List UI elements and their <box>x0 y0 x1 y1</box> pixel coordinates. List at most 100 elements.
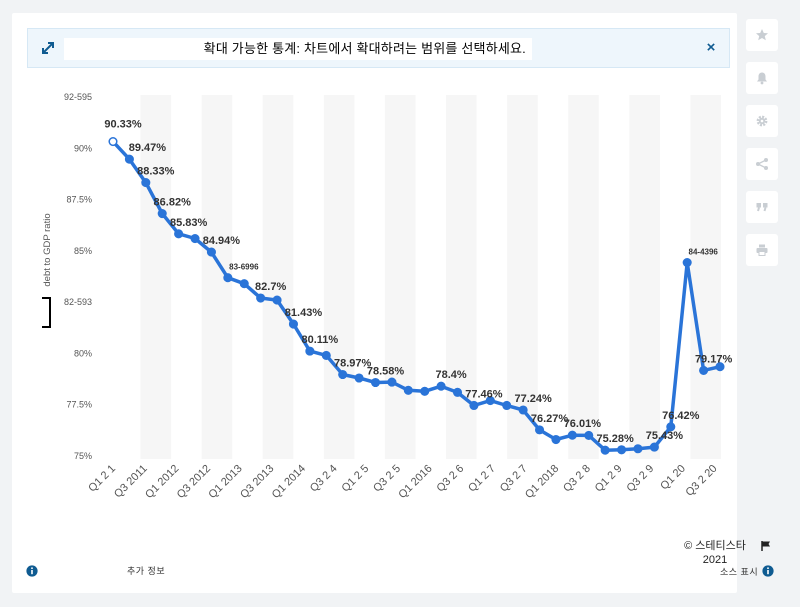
data-point <box>403 385 413 395</box>
data-labels: 90.33% 89.47% 88.33% 86.82% 85.83% 84.94% 83-6… <box>104 119 732 446</box>
data-label: 83-6996 <box>229 263 259 272</box>
x-tick-label: Q3 2 4 <box>308 463 340 495</box>
data-label: 77.24% <box>514 393 552 405</box>
data-point <box>715 362 725 372</box>
data-point <box>288 319 299 329</box>
data-point <box>305 346 315 356</box>
copyright-text: © 스테티스타 <box>684 540 746 552</box>
data-point <box>649 442 659 452</box>
data-point <box>617 445 627 455</box>
data-label: 84-4396 <box>689 248 719 257</box>
chart-bands <box>140 95 721 459</box>
gear-icon <box>756 115 768 127</box>
x-tick-label: Q1 2018 <box>523 463 561 501</box>
data-label: 90.33% <box>104 119 142 131</box>
data-label: 76.27% <box>531 413 569 425</box>
quote-icon <box>756 203 768 212</box>
copyright-year: 2021 <box>702 554 728 566</box>
more-info-link[interactable]: 추가 정보 <box>127 566 166 576</box>
data-label: 78.97% <box>334 358 372 370</box>
data-point <box>223 273 233 283</box>
data-point <box>452 387 463 397</box>
data-point <box>600 445 610 455</box>
data-label: 76.01% <box>564 418 602 430</box>
x-tick-label: Q1 2 9 <box>593 463 625 495</box>
show-source-link[interactable]: 소스 표시 <box>720 567 759 577</box>
x-tick-label: Q1 2014 <box>270 463 308 501</box>
y-tick-label: 90% <box>74 143 92 153</box>
data-point <box>518 405 528 415</box>
cite-button[interactable] <box>746 191 778 223</box>
data-point <box>387 377 397 387</box>
zoom-banner: 확대 가능한 통계: 차트에서 확대하려는 범위를 선택하세요. × <box>27 28 730 68</box>
data-point <box>370 377 381 388</box>
data-point <box>141 178 151 188</box>
chart-band <box>690 95 721 459</box>
chart-band <box>568 95 599 459</box>
data-label: 79.17% <box>695 353 733 365</box>
bell-icon <box>757 72 767 85</box>
y-tick-label: 92-595 <box>64 92 92 102</box>
data-point <box>485 396 495 406</box>
data-label: 86.82% <box>154 197 192 209</box>
data-point <box>584 430 594 440</box>
chart-card <box>12 13 737 593</box>
alert-button[interactable] <box>746 62 778 94</box>
data-point <box>551 434 561 445</box>
x-tick-label: Q1 20 <box>658 463 688 493</box>
data-point <box>157 208 167 219</box>
data-label: 76.42% <box>662 410 700 422</box>
chart-band <box>262 95 294 459</box>
data-point <box>469 400 479 411</box>
data-point <box>239 279 249 289</box>
x-tick-label: Q1 2013 <box>206 463 244 501</box>
data-point <box>436 381 446 391</box>
x-tick-label: Q1 2016 <box>396 463 434 501</box>
y-tick-label: 75% <box>74 451 92 461</box>
x-tick-label: Q3 2 20 <box>683 463 719 499</box>
data-point <box>699 365 709 375</box>
data-point <box>321 350 331 360</box>
data-point <box>682 257 692 268</box>
print-icon <box>756 244 768 256</box>
chart-band <box>384 95 416 459</box>
x-tick-label: Q3 2013 <box>238 463 276 501</box>
star-button[interactable] <box>746 19 778 51</box>
zoom-instruction-text: 확대 가능한 통계: 차트에서 확대하려는 범위를 선택하세요. <box>64 38 532 60</box>
data-point <box>190 233 200 244</box>
close-icon[interactable]: × <box>706 39 716 56</box>
chart-band <box>140 95 172 459</box>
data-point <box>338 369 348 380</box>
share-button[interactable] <box>746 148 778 180</box>
share-icon <box>756 158 768 170</box>
data-label: 84.94% <box>203 235 241 247</box>
data-label: 81.43% <box>285 307 323 319</box>
chart-band <box>507 95 538 459</box>
expand-arrows-icon[interactable] <box>41 41 55 55</box>
x-tick-label: Q3 2 8 <box>561 463 593 495</box>
data-point <box>124 154 134 164</box>
info-icon[interactable] <box>26 565 38 577</box>
y-tick-label: 87.5% <box>66 195 92 205</box>
data-label: 85.83% <box>170 217 208 229</box>
y-tick-label: 77.5% <box>66 400 92 410</box>
chart-band <box>629 95 660 459</box>
data-point <box>420 386 430 396</box>
print-button[interactable] <box>746 234 778 266</box>
y-axis-label: debt to GDP ratio <box>42 213 53 286</box>
data-label: 88.33% <box>137 166 175 178</box>
chart-band <box>446 95 477 459</box>
data-point <box>633 444 643 454</box>
data-point <box>174 229 184 239</box>
x-tick-label: Q3 2 6 <box>435 463 467 495</box>
data-point <box>502 400 512 411</box>
info-icon[interactable] <box>762 565 774 577</box>
settings-button[interactable] <box>746 105 778 137</box>
series-points <box>108 137 725 455</box>
y-axis-ticks: 92-595 90% 87.5% 85% 82-593 80% 77.5% 75% <box>64 92 92 461</box>
data-point <box>354 373 364 383</box>
data-label: 78.58% <box>367 366 405 378</box>
flag-icon[interactable] <box>760 540 772 552</box>
